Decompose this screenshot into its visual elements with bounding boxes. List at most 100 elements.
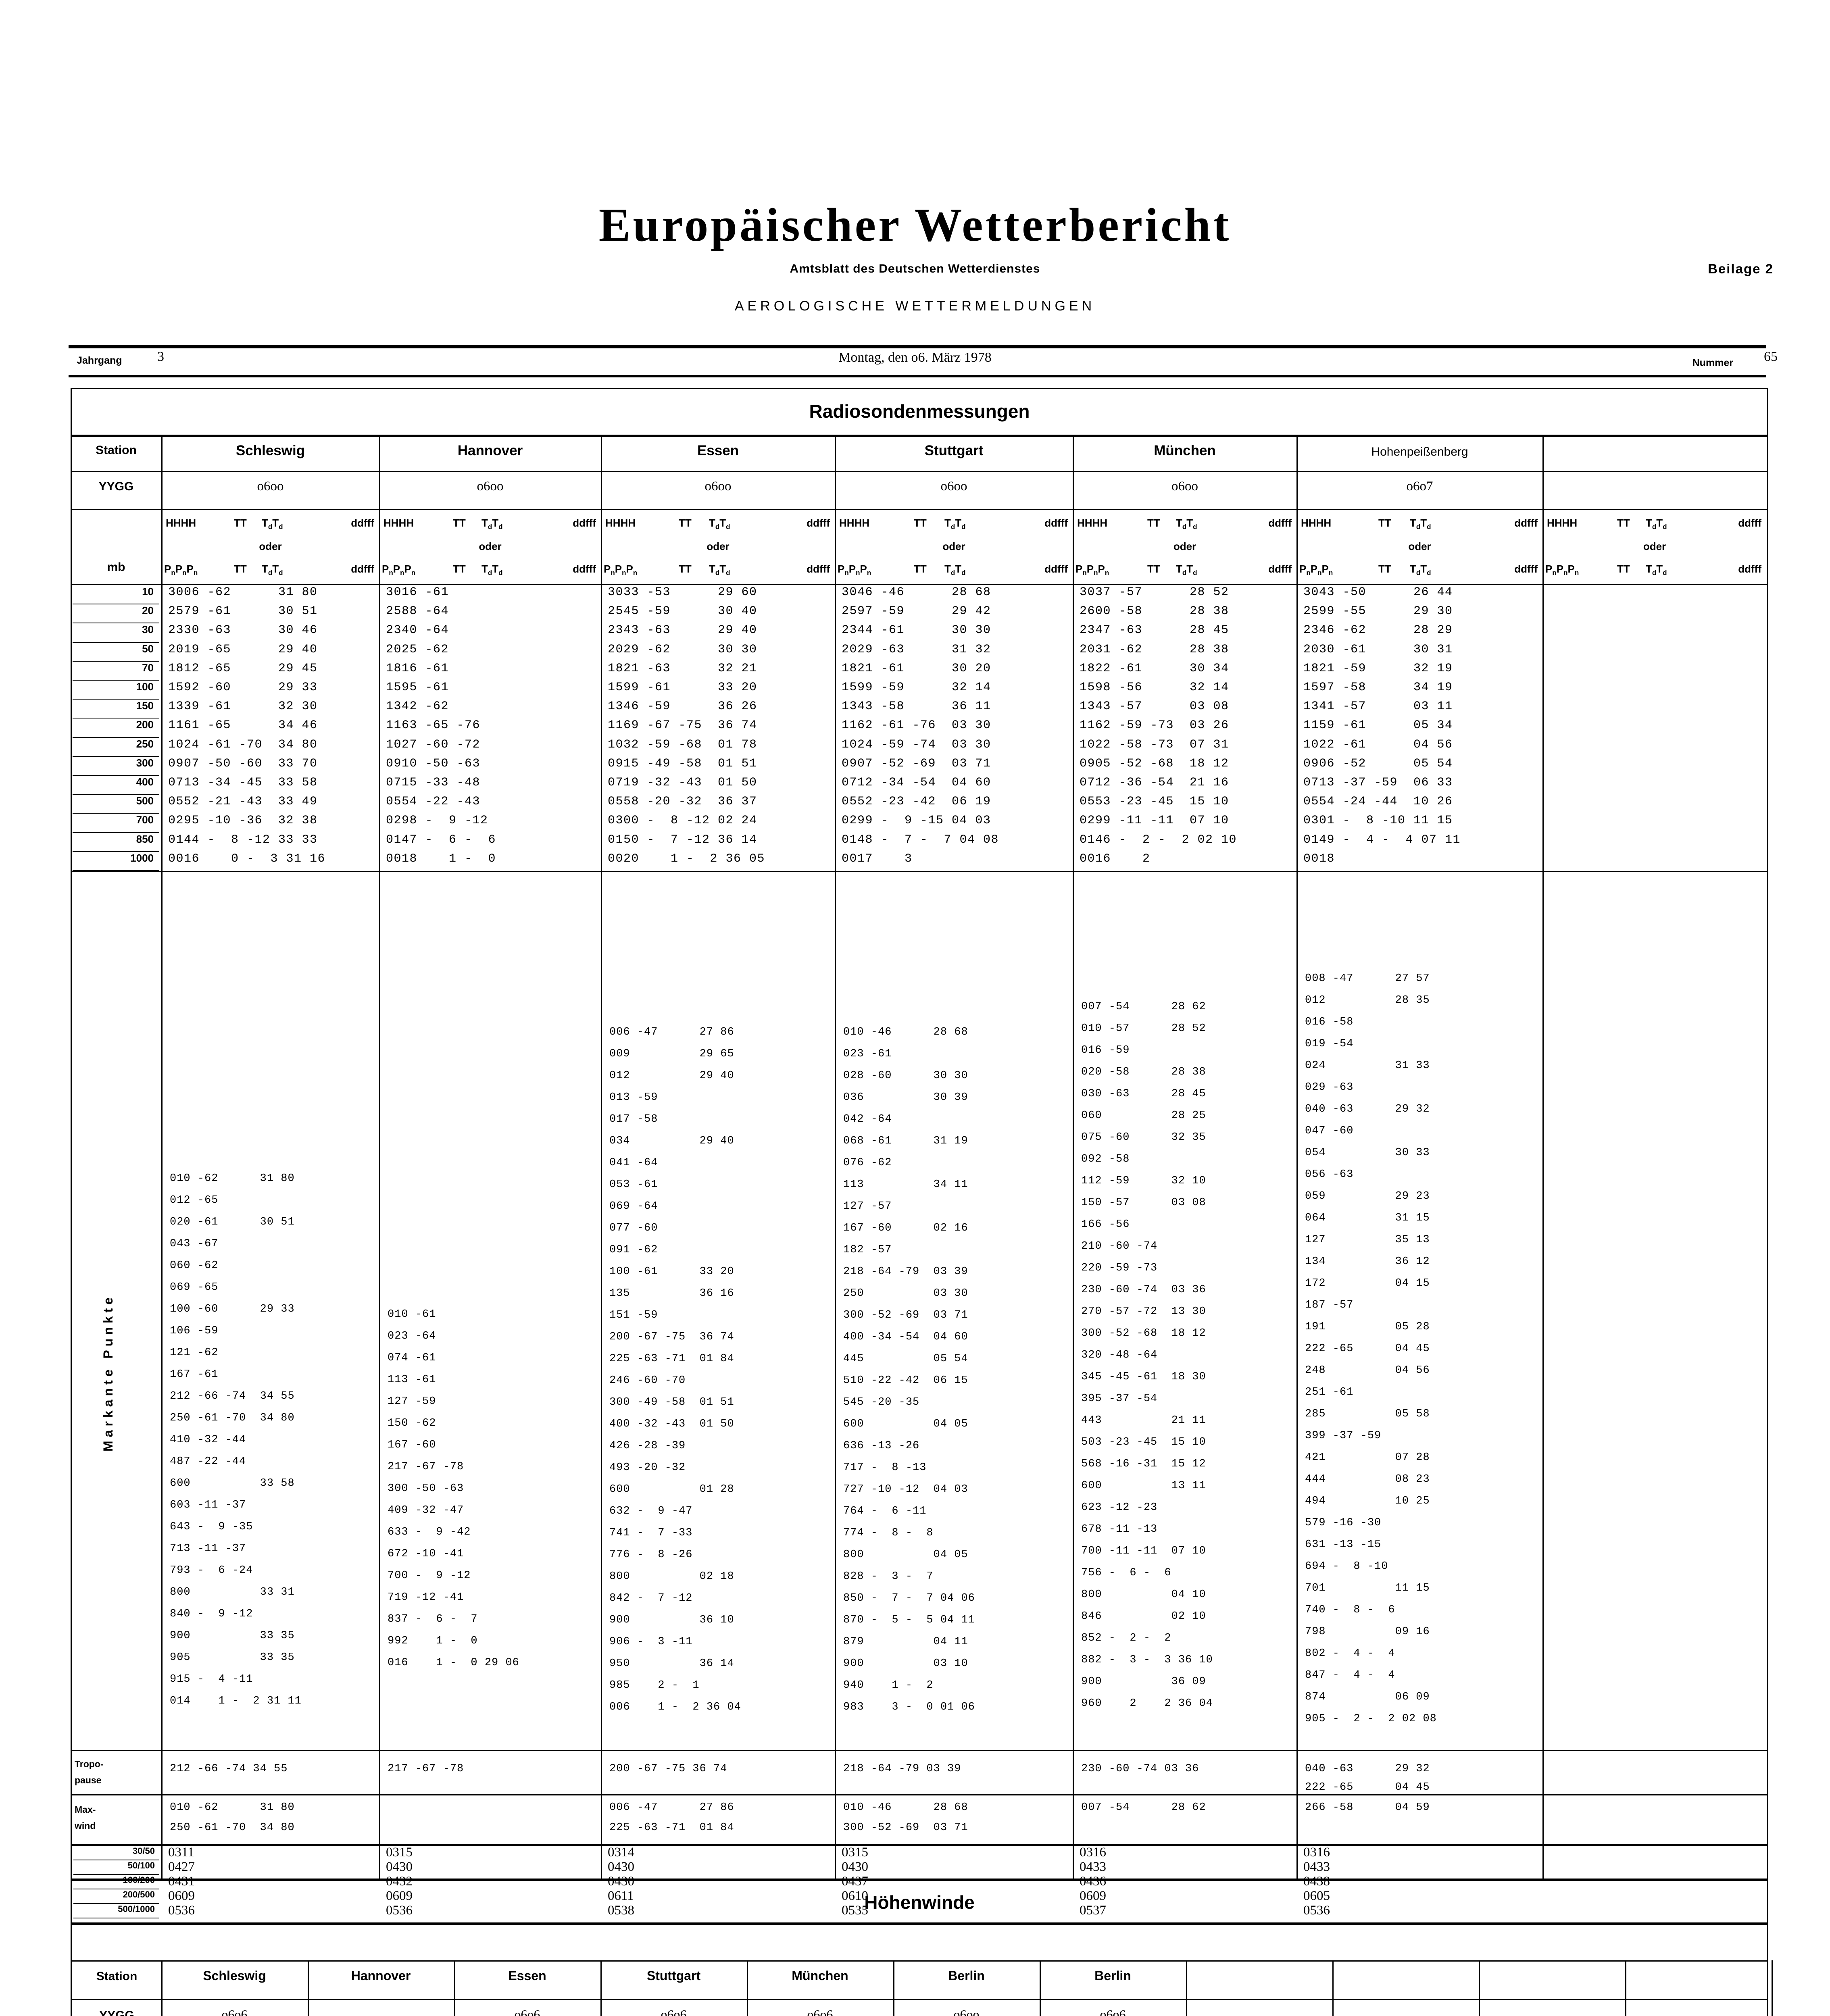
hw-vline-1: [454, 1960, 455, 2016]
layer-hannover-2: 0432: [386, 1874, 413, 1889]
markante-stuttgart-15: 445 05 54: [843, 1353, 968, 1365]
layer-row-divider: [73, 1874, 159, 1875]
main-row-stuttgart-7: 1162 -61 -76 03 30: [842, 719, 991, 732]
colhead-tdtd-2: TdTd: [481, 563, 503, 577]
main-row-hannover-6: 1342 -62: [386, 700, 449, 713]
markante-hohenpeienberg-12: 127 35 13: [1305, 1234, 1430, 1246]
markante-schleswig-19: 800 33 31: [170, 1586, 295, 1598]
layer-hannover-1: 0430: [386, 1860, 413, 1874]
markante-essen-29: 950 36 14: [609, 1658, 734, 1670]
mb-level-500: 500: [136, 795, 154, 807]
markante-hannover-8: 300 -50 -63: [388, 1483, 464, 1495]
colhead-hhhh: HHHH: [839, 517, 870, 529]
hw-label-station: Station: [96, 1970, 138, 1983]
markante-mnchen-16: 320 -48 -64: [1081, 1349, 1158, 1361]
markante-stuttgart-11: 218 -64 -79 03 39: [843, 1266, 968, 1278]
markante-mnchen-17: 345 -45 -61 18 30: [1081, 1371, 1206, 1383]
colhead-tdtd: TdTd: [944, 517, 966, 531]
colhead-ddfff: ddfff: [807, 517, 830, 529]
colhead-tt-2: TT: [453, 563, 466, 575]
mb-row-divider: [73, 794, 159, 795]
main-row-mnchen-10: 0712 -36 -54 21 16: [1080, 776, 1229, 789]
markante-essen-5: 034 29 40: [609, 1135, 734, 1147]
layer-stuttgart-2: 0437: [842, 1874, 868, 1889]
main-row-stuttgart-4: 1821 -61 30 20: [842, 662, 991, 675]
column-head-group: HHHH TT TdTd ddfff oder PnPnPn TT TdTd ddfff: [163, 515, 378, 583]
main-row-stuttgart-8: 1024 -59 -74 03 30: [842, 738, 991, 752]
colhead-oder: oder: [259, 540, 282, 552]
yygg-schleswig: o6oo: [257, 479, 284, 494]
markante-essen-11: 100 -61 33 20: [609, 1266, 734, 1278]
main-row-schleswig-2: 2330 -63 30 46: [168, 623, 318, 637]
colhead-ddfff-2: ddfff: [1268, 563, 1292, 575]
markante-schleswig-22: 905 33 35: [170, 1652, 295, 1664]
hline-hw-station: [71, 1960, 1768, 1962]
main-row-schleswig-4: 1812 -65 29 45: [168, 662, 318, 675]
markante-hannover-4: 127 -59: [388, 1395, 436, 1408]
hw-station-2: Essen: [508, 1968, 546, 1983]
colhead-ddfff-2: ddfff: [1044, 563, 1068, 575]
colhead-ddfff: ddfff: [1044, 517, 1068, 529]
main-row-schleswig-6: 1339 -61 32 30: [168, 700, 318, 713]
tropopause-essen-0: 200 -67 -75 36 74: [609, 1763, 727, 1775]
mb-row-divider: [73, 680, 159, 681]
hw-yygg-2: o6o6: [514, 2007, 540, 2016]
markante-stuttgart-24: 800 04 05: [843, 1549, 968, 1561]
mb-level-400: 400: [136, 776, 154, 788]
colhead-oder: oder: [1173, 540, 1196, 552]
main-row-mnchen-1: 2600 -58 28 38: [1080, 604, 1229, 618]
markante-hohenpeienberg-32: 847 - 4 - 4: [1305, 1669, 1395, 1681]
hw-vline-label: [161, 1960, 163, 2016]
colhead-oder: oder: [707, 540, 729, 552]
markante-schleswig-21: 900 33 35: [170, 1630, 295, 1642]
radiosonde-section-title: Radiosondenmessungen: [809, 401, 1030, 422]
markante-mnchen-27: 800 04 10: [1081, 1589, 1206, 1601]
markante-hannover-14: 837 - 6 - 7: [388, 1613, 478, 1625]
markante-schleswig-16: 643 - 9 -35: [170, 1521, 253, 1533]
markante-stuttgart-31: 983 3 - 0 01 06: [843, 1701, 975, 1713]
layer-row-divider: [73, 1903, 159, 1904]
colhead-hhhh: HHHH: [1077, 517, 1108, 529]
layer-schleswig-1: 0427: [168, 1860, 195, 1874]
mb-level-20: 20: [142, 604, 154, 616]
layer-hohenpeienberg-1: 0433: [1303, 1860, 1330, 1874]
markante-mnchen-15: 300 -52 -68 18 12: [1081, 1327, 1206, 1339]
markante-stuttgart-10: 182 -57: [843, 1244, 892, 1256]
markante-mnchen-30: 882 - 3 - 3 36 10: [1081, 1654, 1213, 1666]
colhead-ddfff: ddfff: [351, 517, 374, 529]
main-row-essen-3: 2029 -62 30 30: [608, 643, 757, 656]
markante-hohenpeienberg-19: 251 -61: [1305, 1386, 1354, 1398]
markante-hohenpeienberg-25: 579 -16 -30: [1305, 1517, 1382, 1529]
main-row-hohenpeienberg-1: 2599 -55 29 30: [1303, 604, 1453, 618]
markante-hohenpeienberg-29: 740 - 8 - 6: [1305, 1604, 1395, 1616]
mb-row-divider: [73, 870, 159, 871]
markante-hannover-2: 074 -61: [388, 1352, 436, 1364]
markante-mnchen-31: 900 36 09: [1081, 1676, 1206, 1688]
colhead-tt-2: TT: [1617, 563, 1630, 575]
markante-hohenpeienberg-7: 047 -60: [1305, 1125, 1354, 1137]
markante-essen-8: 069 -64: [609, 1200, 658, 1212]
label-tropopause: Tropo- pause: [75, 1759, 104, 1785]
markante-mnchen-7: 092 -58: [1081, 1153, 1130, 1165]
markante-schleswig-11: 250 -61 -70 34 80: [170, 1412, 295, 1424]
markante-stuttgart-9: 167 -60 02 16: [843, 1222, 968, 1234]
colhead-tdtd: TdTd: [1176, 517, 1197, 531]
hw-vline-8: [1479, 1960, 1480, 2016]
main-row-hannover-8: 1027 -60 -72: [386, 738, 481, 752]
markante-schleswig-3: 043 -67: [170, 1238, 219, 1250]
hw-yygg-6: o6o6: [1100, 2007, 1126, 2016]
colhead-oder: oder: [479, 540, 502, 552]
markante-mnchen-4: 030 -63 28 45: [1081, 1088, 1206, 1100]
markante-mnchen-32: 960 2 2 36 04: [1081, 1697, 1213, 1710]
markante-essen-19: 426 -28 -39: [609, 1440, 686, 1452]
main-row-hohenpeienberg-9: 0906 -52 05 54: [1303, 757, 1453, 771]
markante-essen-22: 632 - 9 -47: [609, 1505, 693, 1517]
markante-stuttgart-23: 774 - 8 - 8: [843, 1527, 934, 1539]
main-row-mnchen-4: 1822 -61 30 34: [1080, 662, 1229, 675]
markante-hohenpeienberg-5: 029 -63: [1305, 1081, 1354, 1093]
hw-label-yygg: YYGG: [99, 2009, 134, 2016]
main-row-schleswig-7: 1161 -65 34 46: [168, 719, 318, 732]
maxwind-stuttgart-0: 010 -46 28 68: [843, 1801, 968, 1814]
nummer-label: Nummer: [1692, 357, 1733, 369]
mb-level-700: 700: [136, 814, 154, 826]
